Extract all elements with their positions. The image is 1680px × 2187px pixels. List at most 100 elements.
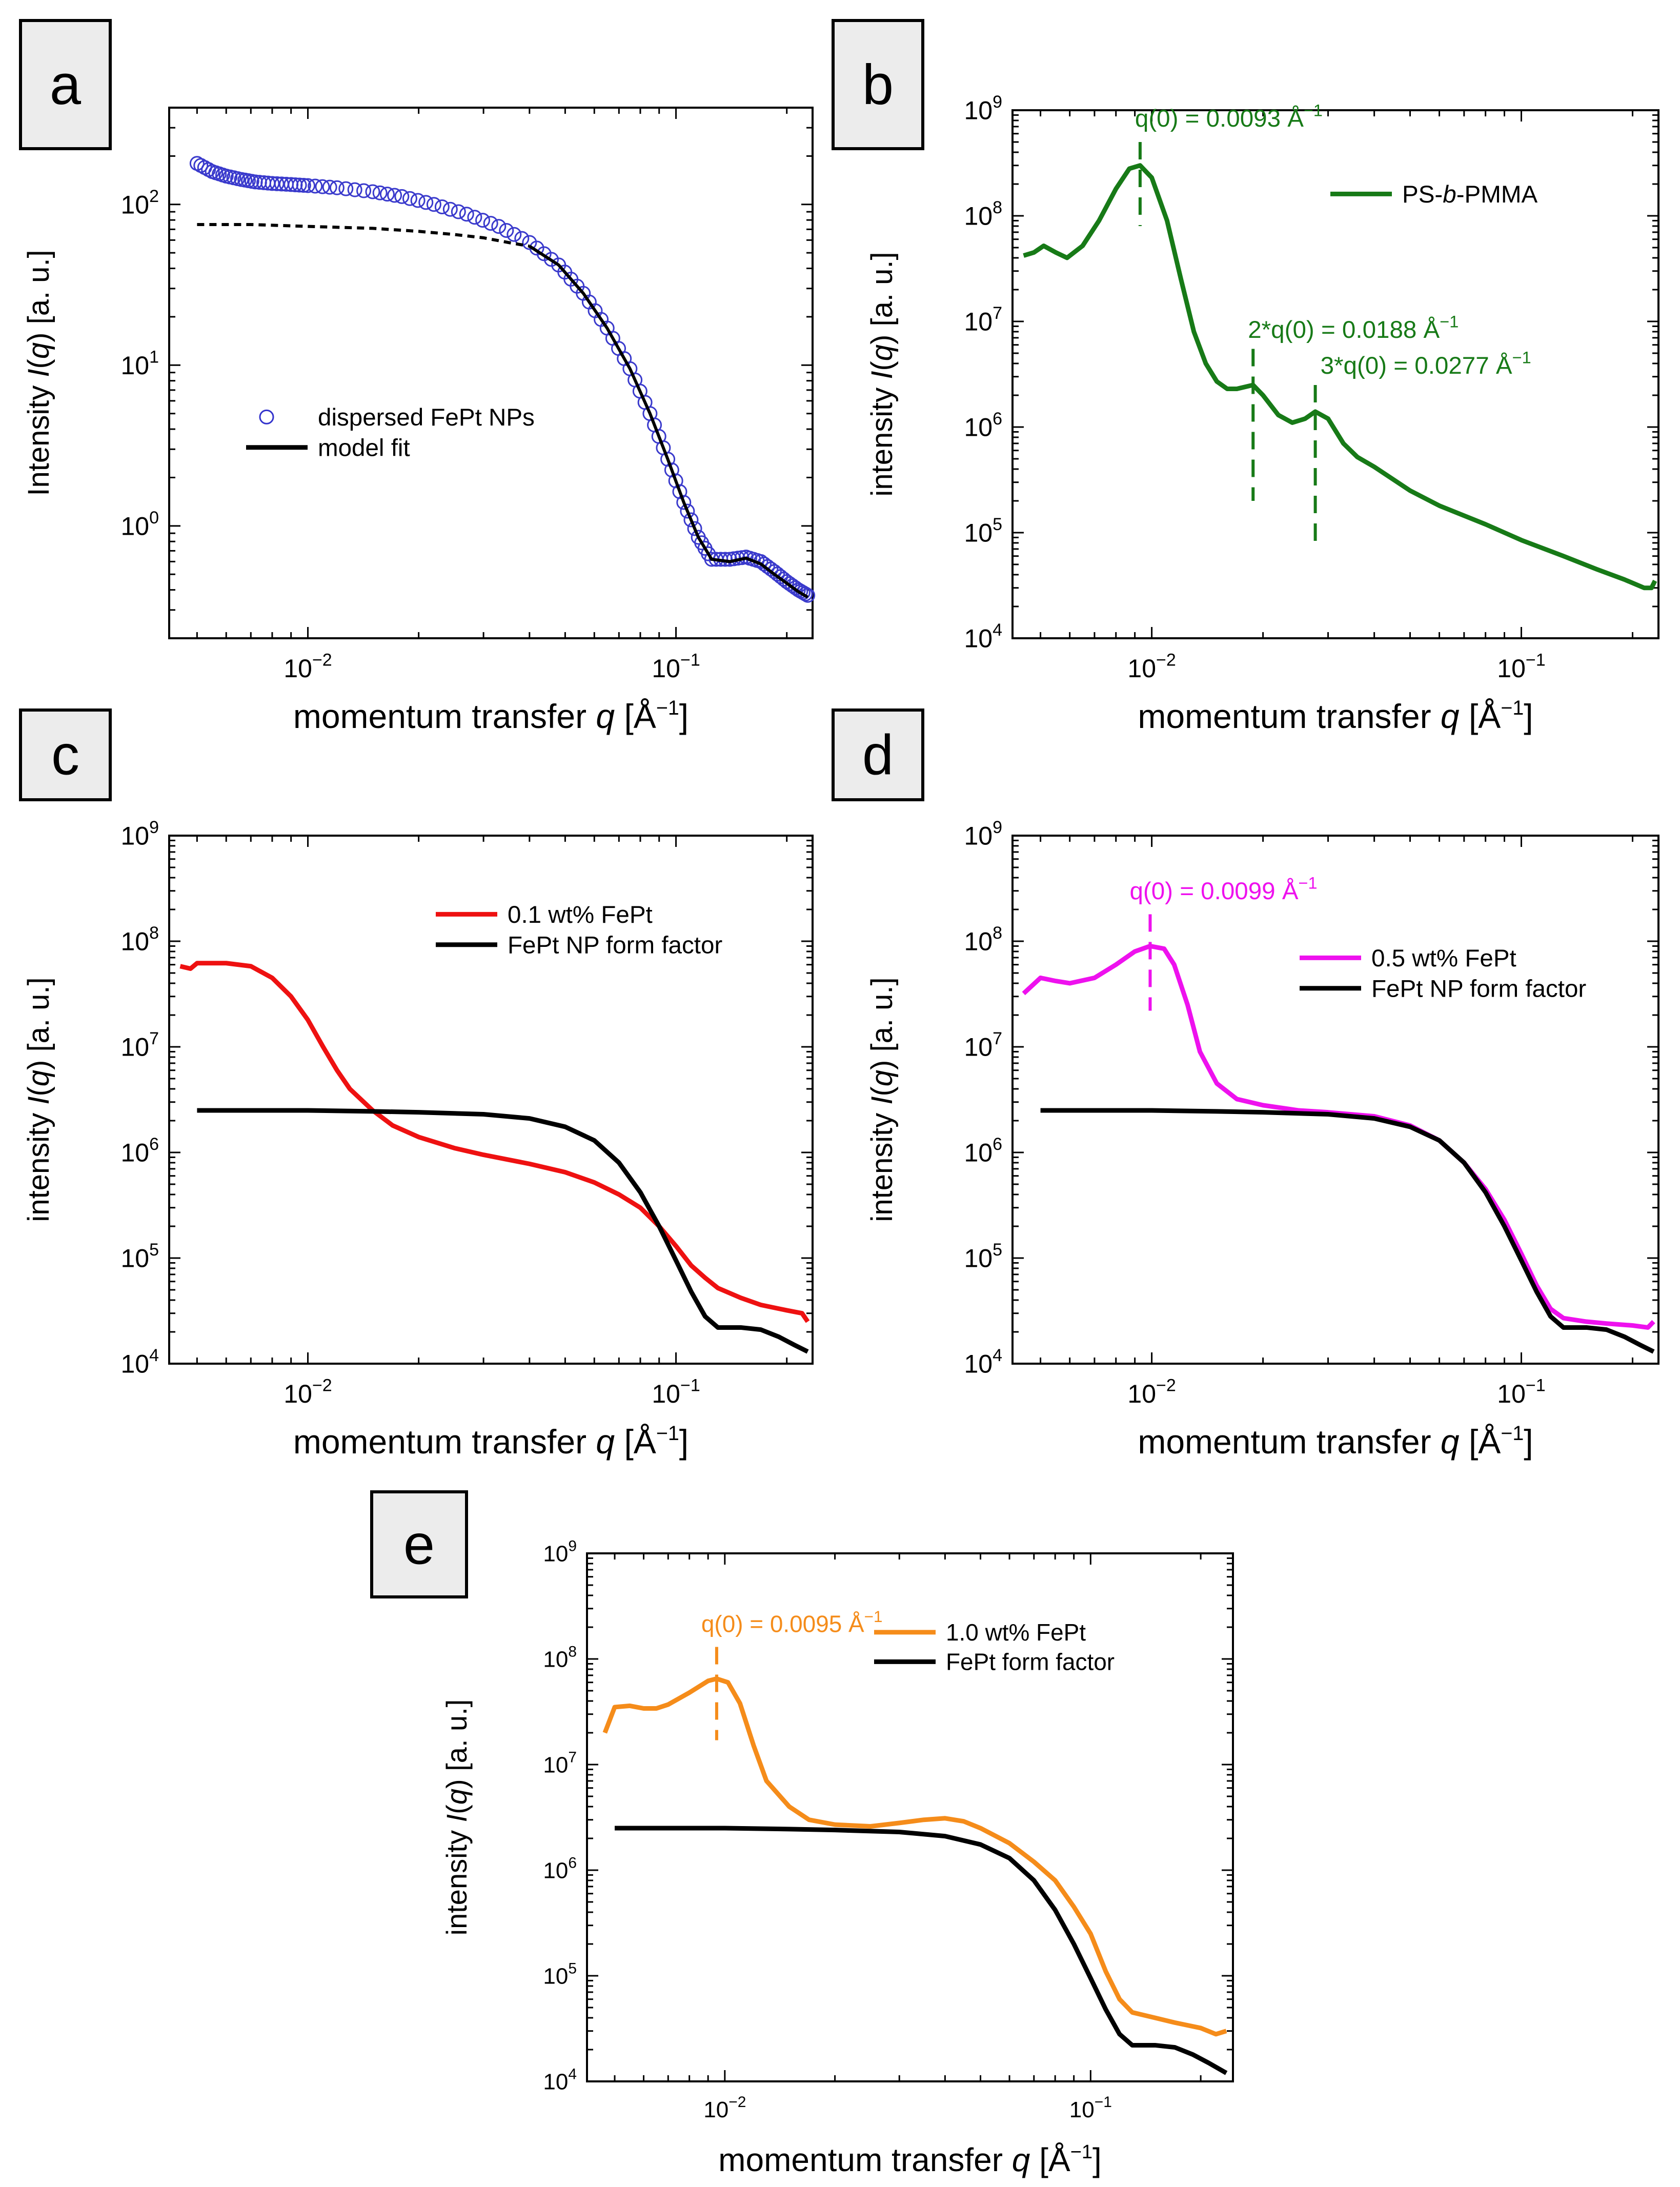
data-point — [672, 484, 687, 499]
legend-label: dispersed FePt NPs — [318, 404, 535, 431]
legend: dispersed FePt NPs model fit — [246, 404, 535, 461]
y-tick-label: 109 — [543, 1538, 577, 1567]
data-point — [292, 177, 307, 193]
x-tick-label: 10−2 — [1127, 651, 1176, 683]
data-point — [387, 188, 402, 203]
peak-annotation: q(0) = 0.0093 Å−1 — [1135, 102, 1323, 132]
y-tick-label: 105 — [120, 1240, 159, 1273]
data-point — [379, 187, 395, 202]
data-point — [683, 512, 699, 528]
legend-label: model fit — [318, 434, 410, 461]
y-tick-label: 102 — [120, 187, 159, 219]
series-line — [529, 245, 809, 599]
panel-label: a — [50, 53, 82, 116]
data-point — [507, 227, 522, 242]
data-point — [499, 222, 514, 238]
data-point — [475, 213, 491, 228]
x-tick-label: 10−1 — [1497, 1376, 1545, 1409]
x-tick-label: 10−2 — [703, 2094, 746, 2122]
data-point — [269, 176, 285, 191]
data-point — [410, 193, 426, 208]
data-point — [418, 195, 434, 210]
y-axis-label: intensity I(q) [a. u.] — [22, 977, 55, 1222]
y-tick-label: 109 — [964, 92, 1002, 125]
panel-label-box — [832, 19, 924, 150]
y-tick-label: 109 — [964, 818, 1002, 850]
legend-label: 1.0 wt% FePt — [946, 1619, 1086, 1646]
data-point — [800, 588, 816, 603]
legend: 0.5 wt% FePt FePt NP form factor — [1300, 945, 1586, 1002]
y-tick-label: 104 — [964, 620, 1002, 653]
peak-annotation: q(0) = 0.0095 Å−1 — [701, 1608, 883, 1637]
legend: PS-b-PMMA — [1330, 181, 1537, 208]
legend-label: FePt NP form factor — [508, 931, 722, 959]
plot-frame — [1011, 835, 1659, 1365]
data-point — [798, 586, 813, 602]
panel-d: d 10−2 10−1 104 105 106 107 108 109 momentum tran… — [832, 708, 1659, 1461]
x-tick-label: 10−1 — [1497, 651, 1545, 683]
y-tick-label: 108 — [964, 198, 1002, 231]
y-tick-label: 100 — [120, 508, 159, 541]
peak-annotation: 2*q(0) = 0.0188 Å−1 — [1248, 313, 1459, 343]
legend-label: FePt form factor — [946, 1648, 1115, 1675]
series-line — [1040, 1108, 1655, 1354]
series-line — [179, 961, 810, 1323]
y-tick-label: 109 — [120, 818, 159, 850]
legend-label: PS-b-PMMA — [1402, 181, 1537, 208]
x-axis-label: momentum transfer q [Å−1] — [293, 1422, 689, 1461]
y-tick-label: 108 — [120, 923, 159, 956]
y-tick-label: 107 — [543, 1749, 577, 1778]
data-point — [315, 179, 330, 194]
panel-label-box — [370, 1490, 468, 1598]
data-point — [483, 216, 498, 231]
series-line — [1023, 163, 1657, 591]
data-point — [347, 182, 362, 197]
data-point — [338, 181, 354, 196]
x-tick-label: 10−2 — [284, 1376, 332, 1409]
data-point — [451, 204, 466, 219]
data-point — [491, 219, 507, 234]
y-tick-label: 105 — [964, 515, 1002, 548]
panel-label-box — [19, 19, 112, 150]
x-tick-label: 10−1 — [652, 651, 700, 683]
y-tick-label: 105 — [543, 1960, 577, 1989]
series-markers — [189, 156, 816, 603]
y-axis-label: Intensity I(q) [a. u.] — [22, 250, 55, 496]
y-tick-label: 108 — [543, 1644, 577, 1672]
panel-c: c 10−2 10−1 104 105 106 107 108 109 momentum tran… — [19, 708, 814, 1461]
y-tick-label: 104 — [543, 2066, 577, 2095]
panel-label: c — [51, 724, 79, 787]
y-tick-label: 104 — [964, 1346, 1002, 1379]
data-point — [329, 180, 345, 195]
y-axis-label: intensity I(q) [a. u.] — [865, 252, 899, 496]
data-point — [668, 473, 683, 489]
y-tick-label: 106 — [964, 409, 1002, 442]
panel-a: a 10−2 10−1 100 101 102 momentum transfer q [Å… — [19, 19, 816, 735]
data-point — [434, 199, 450, 215]
x-tick-label: 10−2 — [284, 651, 332, 683]
data-point — [687, 521, 702, 536]
x-axis-label: momentum transfer q [Å−1] — [718, 2141, 1102, 2178]
data-point — [467, 210, 482, 225]
legend-marker — [259, 409, 274, 424]
series-line — [197, 222, 530, 248]
y-axis-label: intensity I(q) [a. u.] — [440, 1699, 473, 1936]
plot-frame — [586, 1552, 1234, 2082]
data-point — [402, 191, 417, 206]
data-point — [265, 176, 280, 191]
legend-label: FePt NP form factor — [1371, 975, 1586, 1002]
series-line — [615, 1826, 1228, 2075]
x-tick-label: 10−1 — [652, 1376, 700, 1409]
y-tick-label: 101 — [120, 347, 159, 380]
x-tick-label: 10−2 — [1127, 1376, 1176, 1409]
x-axis-label: momentum transfer q [Å−1] — [1138, 1422, 1533, 1461]
legend-label: 0.5 wt% FePt — [1371, 945, 1516, 972]
data-point — [296, 177, 311, 193]
y-tick-label: 107 — [120, 1029, 159, 1062]
data-point — [394, 189, 410, 204]
peak-annotation: q(0) = 0.0099 Å−1 — [1129, 874, 1317, 905]
plot-frame — [1011, 109, 1659, 639]
y-tick-label: 108 — [964, 923, 1002, 956]
